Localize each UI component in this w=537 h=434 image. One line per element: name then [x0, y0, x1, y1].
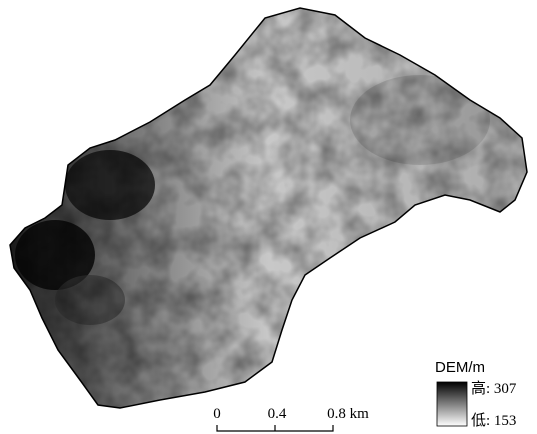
scale-label: 0.4: [268, 406, 287, 422]
scale-line: [217, 425, 333, 431]
legend-ramp: [437, 382, 467, 426]
legend-title: DEM/m: [435, 359, 485, 376]
scale-label: 0: [213, 406, 221, 422]
legend-high: 高: 307: [471, 380, 517, 397]
legend-low: 低: 153: [471, 412, 516, 429]
scale-bar: 0 0.4 0.8 km: [213, 406, 369, 431]
scale-label: 0.8 km: [327, 406, 369, 422]
legend: DEM/m 高: 307 低: 153: [435, 359, 517, 429]
map: 0 0.4 0.8 km DEM/m 高: 307 低: 153: [0, 0, 537, 434]
